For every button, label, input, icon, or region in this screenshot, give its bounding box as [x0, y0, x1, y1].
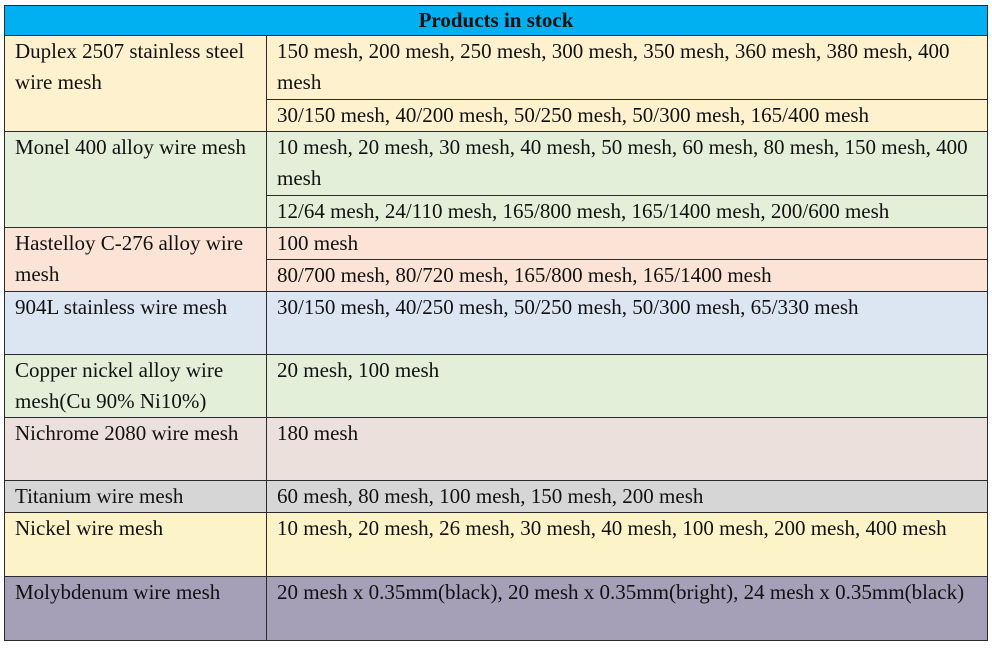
table-row: Copper nickel alloy wire mesh(Cu 90% Ni1… — [4, 354, 989, 418]
table-row: Nickel wire mesh 10 mesh, 20 mesh, 26 me… — [4, 512, 989, 577]
table-row: Nichrome 2080 wire mesh 180 mesh — [4, 417, 989, 481]
spec-cell: 10 mesh, 20 mesh, 30 mesh, 40 mesh, 50 m… — [265, 131, 989, 196]
product-name: Nichrome 2080 wire mesh — [4, 417, 267, 481]
product-name: Nickel wire mesh — [4, 512, 267, 577]
spec-cell: 10 mesh, 20 mesh, 26 mesh, 30 mesh, 40 m… — [265, 512, 989, 577]
spec-cell: 80/700 mesh, 80/720 mesh, 165/800 mesh, … — [265, 259, 989, 292]
table-row: Hastelloy C-276 alloy wire mesh 100 mesh — [4, 227, 989, 292]
table-title: Products in stock — [3, 5, 989, 36]
table-row: 12/64 mesh, 24/110 mesh, 165/800 mesh, 1… — [5, 195, 989, 228]
product-name: Molybdenum wire mesh — [4, 576, 267, 641]
table-row: 30/150 mesh, 40/200 mesh, 50/250 mesh, 5… — [5, 99, 989, 132]
table-row: Monel 400 alloy wire mesh 10 mesh, 20 me… — [4, 131, 989, 228]
spec-cell: 150 mesh, 200 mesh, 250 mesh, 300 mesh, … — [265, 35, 989, 100]
spec-cell: 100 mesh — [265, 227, 989, 260]
spec-cell: 12/64 mesh, 24/110 mesh, 165/800 mesh, 1… — [265, 195, 989, 228]
product-name: Titanium wire mesh — [4, 480, 267, 513]
product-name: 904L stainless wire mesh — [4, 291, 267, 355]
table-row: Molybdenum wire mesh 20 mesh x 0.35mm(bl… — [4, 576, 989, 641]
header-row: Products in stock — [3, 5, 989, 36]
product-name: Duplex 2507 stainless steel wire mesh — [4, 35, 267, 132]
table-row: Duplex 2507 stainless steel wire mesh 15… — [4, 35, 989, 132]
spec-cell: 30/150 mesh, 40/250 mesh, 50/250 mesh, 5… — [265, 291, 989, 355]
product-name: Copper nickel alloy wire mesh(Cu 90% Ni1… — [4, 354, 267, 418]
table-row: 904L stainless wire mesh 30/150 mesh, 40… — [4, 291, 989, 355]
spec-cell: 20 mesh, 100 mesh — [265, 354, 989, 418]
spec-cell: 180 mesh — [265, 417, 989, 481]
table-row: Titanium wire mesh 60 mesh, 80 mesh, 100… — [4, 480, 989, 513]
spec-cell: 20 mesh x 0.35mm(black), 20 mesh x 0.35m… — [265, 576, 989, 641]
product-name: Hastelloy C-276 alloy wire mesh — [4, 227, 267, 292]
spec-cell: 60 mesh, 80 mesh, 100 mesh, 150 mesh, 20… — [265, 480, 989, 513]
spec-cell: 30/150 mesh, 40/200 mesh, 50/250 mesh, 5… — [265, 99, 989, 132]
product-name: Monel 400 alloy wire mesh — [4, 131, 267, 228]
products-table: Products in stock Duplex 2507 stainless … — [3, 5, 989, 641]
